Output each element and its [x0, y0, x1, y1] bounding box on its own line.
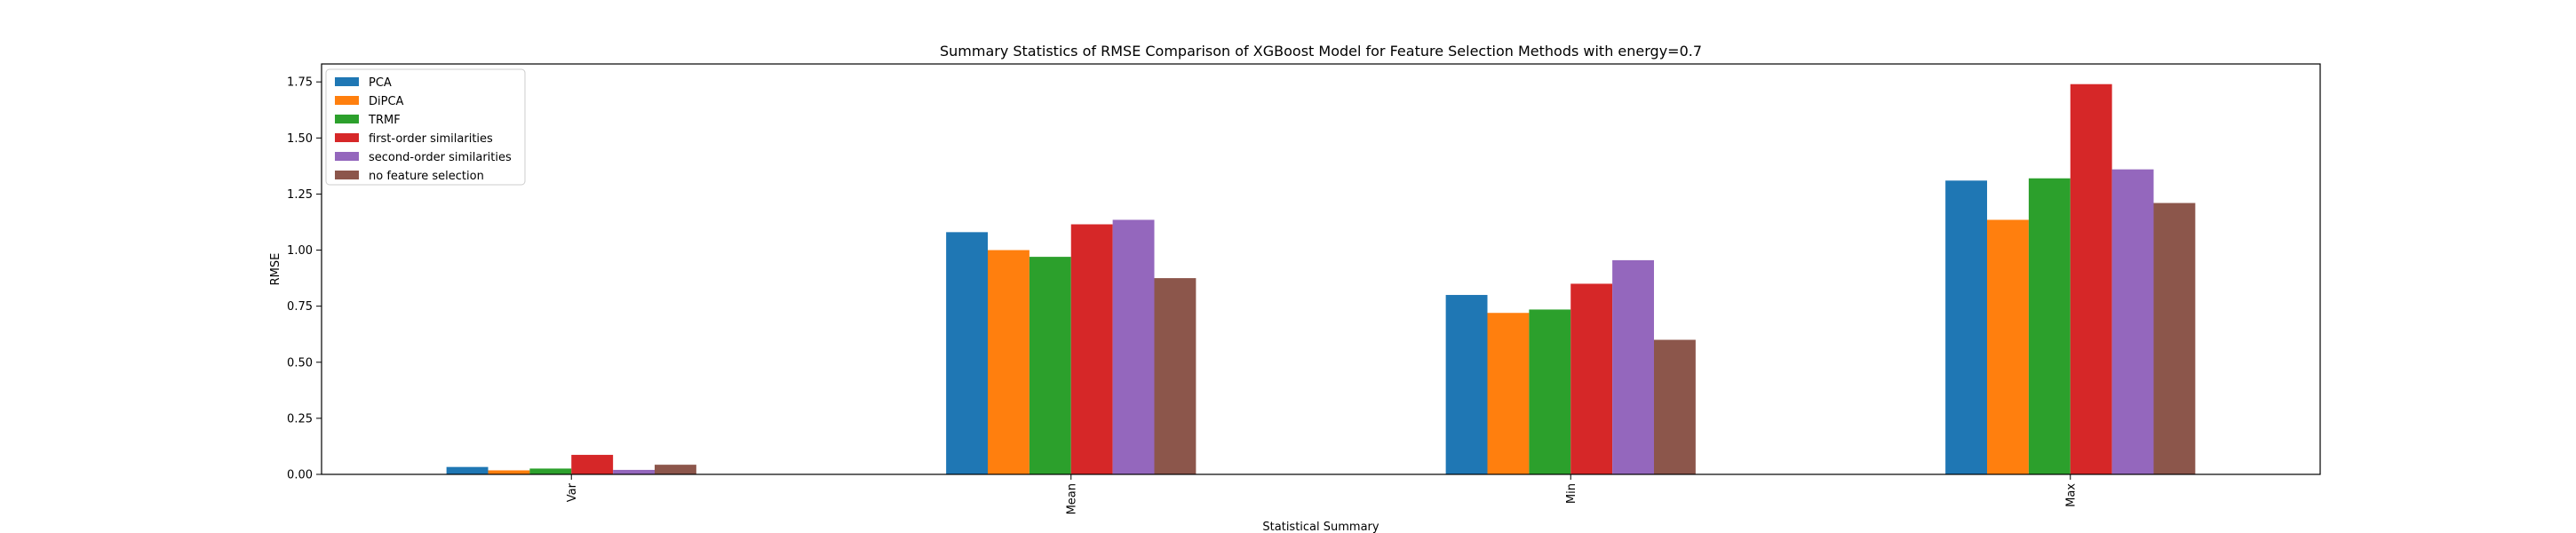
x-tick-label-var: Var [566, 482, 579, 502]
legend-box [325, 68, 526, 186]
y-axis-title: RMSE [269, 253, 282, 286]
legend-label: no feature selection [369, 170, 484, 183]
bar-min-series-4 [1612, 259, 1655, 474]
legend-swatch [335, 152, 359, 161]
x-axis: Var Mean Min Max [566, 474, 2078, 514]
legend-swatch [335, 171, 359, 179]
bar-min-series-0 [1445, 295, 1488, 474]
bar-mean-series-2 [1029, 257, 1071, 474]
bar-max-series-2 [2028, 178, 2071, 474]
y-tick-label: 1.25 [287, 188, 313, 202]
legend-label: first-order similarities [369, 132, 493, 146]
x-axis-title: Statistical Summary [1262, 521, 1379, 533]
bar-var-series-5 [655, 465, 696, 474]
bar-min-series-2 [1529, 309, 1571, 474]
bar-var-series-3 [571, 455, 614, 474]
bar-min-series-3 [1570, 283, 1613, 474]
bars-group [446, 84, 2196, 474]
plot-area-frame [321, 63, 2321, 475]
bar-max-series-3 [2070, 84, 2112, 474]
legend-swatch [335, 115, 359, 123]
legend-swatch [335, 96, 359, 105]
bar-mean-series-0 [946, 232, 989, 474]
x-tick-label-mean: Mean [1065, 483, 1078, 514]
bar-var-series-0 [446, 466, 489, 474]
y-tick-label: 1.75 [287, 76, 313, 90]
bar-mean-series-1 [988, 250, 1030, 474]
legend-label: second-order similarities [369, 151, 512, 164]
y-tick-label: 1.50 [287, 132, 313, 146]
bar-max-series-1 [1987, 219, 2029, 474]
y-tick-label: 0.75 [287, 300, 313, 314]
bar-mean-series-3 [1070, 224, 1113, 474]
y-tick-label: 0.00 [287, 469, 313, 482]
bar-max-series-5 [2153, 203, 2196, 474]
bar-var-series-2 [529, 468, 572, 474]
legend-label: PCA [369, 76, 392, 90]
legend: PCA DiPCA TRMF first-order similarities seco… [325, 68, 526, 186]
y-tick-label: 0.50 [287, 356, 313, 370]
legend-swatch [335, 133, 359, 142]
bar-min-series-1 [1487, 313, 1530, 474]
bar-mean-series-5 [1154, 278, 1197, 474]
legend-label: TRMF [368, 114, 401, 127]
legend-swatch [335, 77, 359, 86]
bar-max-series-4 [2111, 169, 2154, 474]
x-tick-label-max: Max [2064, 483, 2078, 507]
y-tick-label: 1.00 [287, 244, 313, 258]
legend-label: DiPCA [369, 95, 404, 108]
y-axis: 0.00 0.25 0.50 0.75 1.00 1.25 1.50 1.75 [287, 76, 322, 482]
chart-title: Summary Statistics of RMSE Comparison of… [940, 43, 1702, 60]
bar-var-series-4 [613, 469, 656, 474]
x-tick-label-min: Min [1565, 483, 1578, 504]
bar-var-series-1 [488, 470, 530, 474]
bar-mean-series-4 [1112, 219, 1155, 474]
y-tick-label: 0.25 [287, 412, 313, 426]
bar-max-series-0 [1945, 180, 1988, 474]
bar-min-series-5 [1654, 339, 1696, 474]
